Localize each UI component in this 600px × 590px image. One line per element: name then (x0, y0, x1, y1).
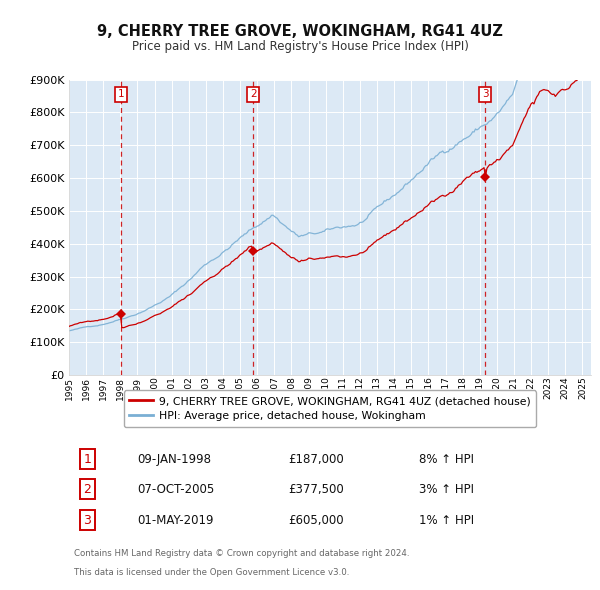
Text: 3% ↑ HPI: 3% ↑ HPI (419, 483, 474, 496)
Text: 01-MAY-2019: 01-MAY-2019 (137, 514, 214, 527)
Text: Price paid vs. HM Land Registry's House Price Index (HPI): Price paid vs. HM Land Registry's House … (131, 40, 469, 53)
Text: 3: 3 (482, 90, 489, 100)
Text: 8% ↑ HPI: 8% ↑ HPI (419, 453, 474, 466)
Text: Contains HM Land Registry data © Crown copyright and database right 2024.: Contains HM Land Registry data © Crown c… (74, 549, 410, 559)
Text: 1: 1 (83, 453, 91, 466)
Text: £377,500: £377,500 (288, 483, 344, 496)
Text: 2: 2 (250, 90, 257, 100)
Text: 3: 3 (83, 514, 91, 527)
Text: 07-OCT-2005: 07-OCT-2005 (137, 483, 214, 496)
Legend: 9, CHERRY TREE GROVE, WOKINGHAM, RG41 4UZ (detached house), HPI: Average price, : 9, CHERRY TREE GROVE, WOKINGHAM, RG41 4U… (124, 391, 536, 427)
Text: This data is licensed under the Open Government Licence v3.0.: This data is licensed under the Open Gov… (74, 568, 350, 577)
Text: 1% ↑ HPI: 1% ↑ HPI (419, 514, 474, 527)
Text: £605,000: £605,000 (288, 514, 344, 527)
Text: 1: 1 (118, 90, 124, 100)
Text: 9, CHERRY TREE GROVE, WOKINGHAM, RG41 4UZ: 9, CHERRY TREE GROVE, WOKINGHAM, RG41 4U… (97, 24, 503, 38)
Text: 09-JAN-1998: 09-JAN-1998 (137, 453, 211, 466)
Text: 2: 2 (83, 483, 91, 496)
Text: £187,000: £187,000 (288, 453, 344, 466)
